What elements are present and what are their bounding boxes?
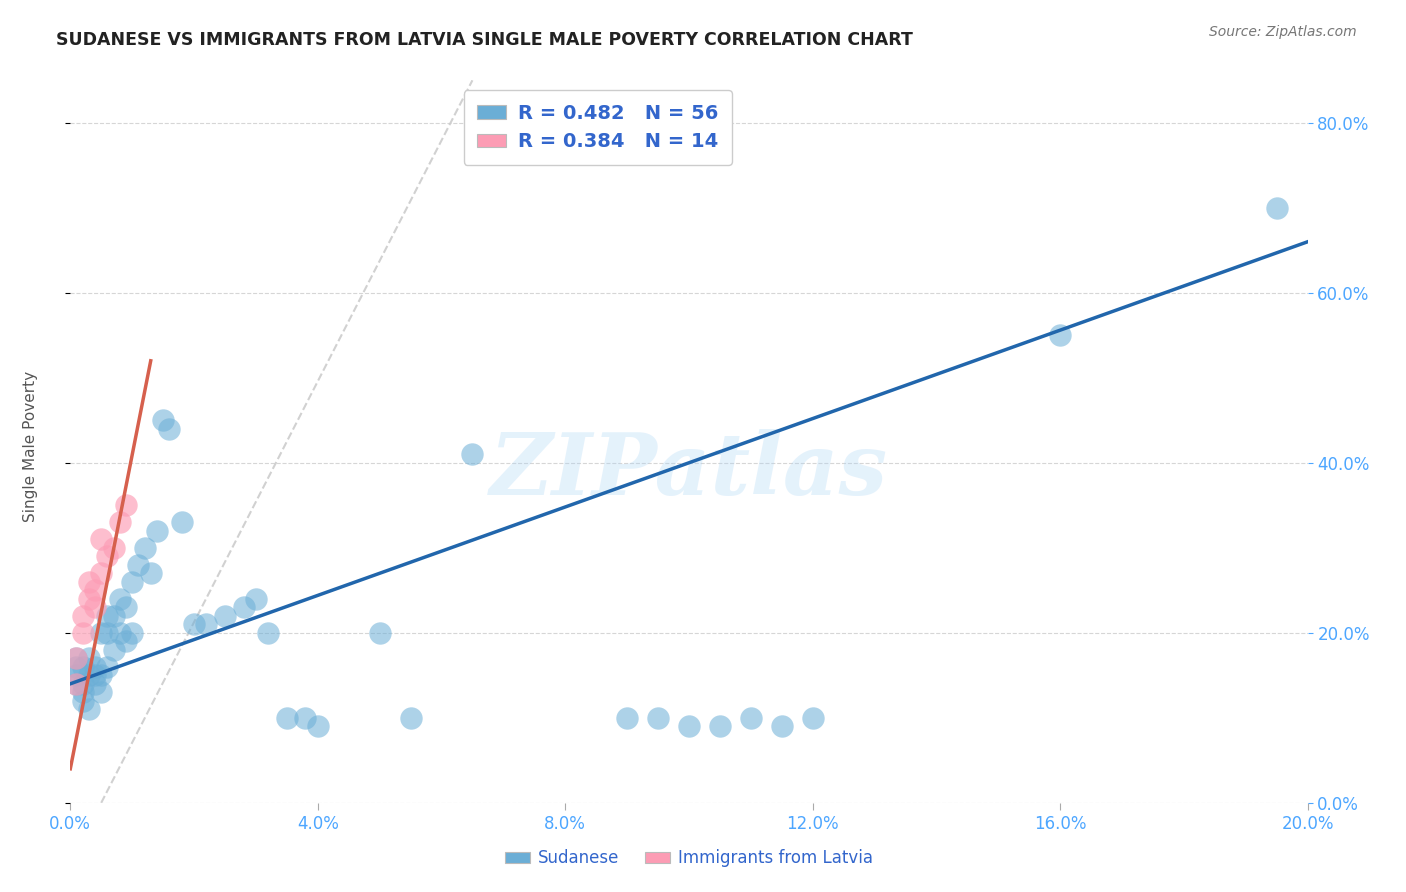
Point	[84, 677, 107, 691]
Point	[616, 711, 638, 725]
Point	[709, 719, 731, 733]
Point	[65, 668, 87, 682]
Point	[276, 711, 298, 725]
Point	[115, 498, 138, 512]
Point	[108, 516, 131, 530]
Point	[740, 711, 762, 725]
Legend: Sudanese, Immigrants from Latvia: Sudanese, Immigrants from Latvia	[498, 843, 880, 874]
Point	[96, 625, 118, 640]
Point	[65, 651, 87, 665]
Point	[84, 660, 107, 674]
Point	[65, 651, 87, 665]
Point	[152, 413, 174, 427]
Point	[183, 617, 205, 632]
Point	[96, 660, 118, 674]
Point	[77, 651, 100, 665]
Point	[257, 625, 280, 640]
Point	[65, 677, 87, 691]
Point	[195, 617, 218, 632]
Point	[77, 591, 100, 606]
Point	[72, 625, 94, 640]
Point	[307, 719, 329, 733]
Point	[72, 685, 94, 699]
Point	[232, 600, 254, 615]
Point	[84, 600, 107, 615]
Text: Source: ZipAtlas.com: Source: ZipAtlas.com	[1209, 25, 1357, 39]
Point	[245, 591, 267, 606]
Point	[84, 668, 107, 682]
Point	[294, 711, 316, 725]
Point	[121, 625, 143, 640]
Point	[170, 516, 193, 530]
Point	[103, 541, 125, 555]
Point	[90, 533, 112, 547]
Point	[72, 677, 94, 691]
Point	[108, 625, 131, 640]
Point	[146, 524, 169, 538]
Point	[678, 719, 700, 733]
Point	[77, 668, 100, 682]
Point	[399, 711, 422, 725]
Point	[90, 685, 112, 699]
Point	[461, 447, 484, 461]
Point	[72, 608, 94, 623]
Point	[115, 634, 138, 648]
Point	[801, 711, 824, 725]
Point	[90, 668, 112, 682]
Point	[1049, 328, 1071, 343]
Point	[770, 719, 793, 733]
Point	[72, 694, 94, 708]
Point	[139, 566, 162, 581]
Point	[157, 422, 180, 436]
Point	[1265, 201, 1288, 215]
Point	[96, 608, 118, 623]
Point	[90, 566, 112, 581]
Point	[96, 549, 118, 564]
Point	[121, 574, 143, 589]
Point	[65, 660, 87, 674]
Point	[72, 660, 94, 674]
Text: Single Male Poverty: Single Male Poverty	[24, 370, 38, 522]
Point	[103, 608, 125, 623]
Point	[368, 625, 391, 640]
Point	[65, 677, 87, 691]
Text: ZIPatlas: ZIPatlas	[489, 429, 889, 512]
Point	[84, 583, 107, 598]
Point	[647, 711, 669, 725]
Point	[108, 591, 131, 606]
Point	[90, 625, 112, 640]
Point	[77, 574, 100, 589]
Point	[214, 608, 236, 623]
Text: SUDANESE VS IMMIGRANTS FROM LATVIA SINGLE MALE POVERTY CORRELATION CHART: SUDANESE VS IMMIGRANTS FROM LATVIA SINGL…	[56, 31, 912, 49]
Point	[134, 541, 156, 555]
Point	[115, 600, 138, 615]
Point	[77, 702, 100, 716]
Point	[103, 642, 125, 657]
Point	[127, 558, 149, 572]
